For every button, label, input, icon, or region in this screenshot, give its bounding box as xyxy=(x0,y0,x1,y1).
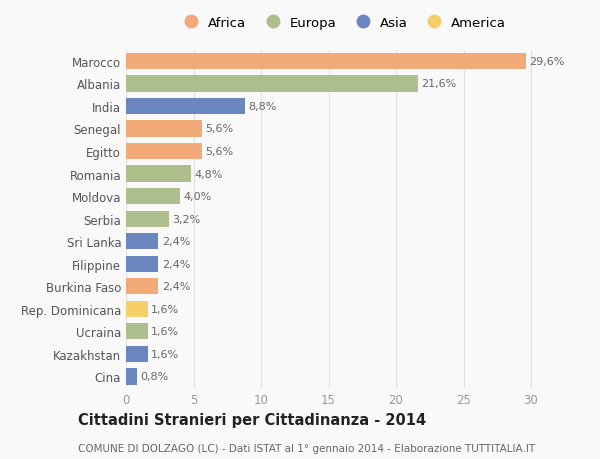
Text: Cittadini Stranieri per Cittadinanza - 2014: Cittadini Stranieri per Cittadinanza - 2… xyxy=(78,413,426,428)
Bar xyxy=(126,166,191,182)
Text: 1,6%: 1,6% xyxy=(151,349,179,359)
Bar xyxy=(126,54,526,70)
Text: 4,0%: 4,0% xyxy=(184,192,212,202)
Text: 1,6%: 1,6% xyxy=(151,304,179,314)
Bar xyxy=(126,234,158,250)
Bar xyxy=(126,301,148,317)
Bar xyxy=(126,279,158,295)
Bar xyxy=(126,121,202,137)
Text: 3,2%: 3,2% xyxy=(173,214,201,224)
Text: 4,8%: 4,8% xyxy=(194,169,223,179)
Text: 21,6%: 21,6% xyxy=(421,79,456,89)
Text: 2,4%: 2,4% xyxy=(162,282,190,291)
Legend: Africa, Europa, Asia, America: Africa, Europa, Asia, America xyxy=(178,17,506,29)
Text: 5,6%: 5,6% xyxy=(205,124,233,134)
Text: 2,4%: 2,4% xyxy=(162,259,190,269)
Text: 1,6%: 1,6% xyxy=(151,327,179,336)
Bar xyxy=(126,144,202,160)
Bar xyxy=(126,189,180,205)
Text: COMUNE DI DOLZAGO (LC) - Dati ISTAT al 1° gennaio 2014 - Elaborazione TUTTITALIA: COMUNE DI DOLZAGO (LC) - Dati ISTAT al 1… xyxy=(78,443,535,453)
Bar xyxy=(126,369,137,385)
Text: 29,6%: 29,6% xyxy=(529,57,565,67)
Text: 8,8%: 8,8% xyxy=(248,102,277,112)
Bar xyxy=(126,346,148,362)
Text: 2,4%: 2,4% xyxy=(162,237,190,246)
Bar xyxy=(126,211,169,227)
Bar xyxy=(126,324,148,340)
Bar xyxy=(126,256,158,272)
Text: 5,6%: 5,6% xyxy=(205,147,233,157)
Bar xyxy=(126,76,418,92)
Bar xyxy=(126,99,245,115)
Text: 0,8%: 0,8% xyxy=(140,372,169,381)
